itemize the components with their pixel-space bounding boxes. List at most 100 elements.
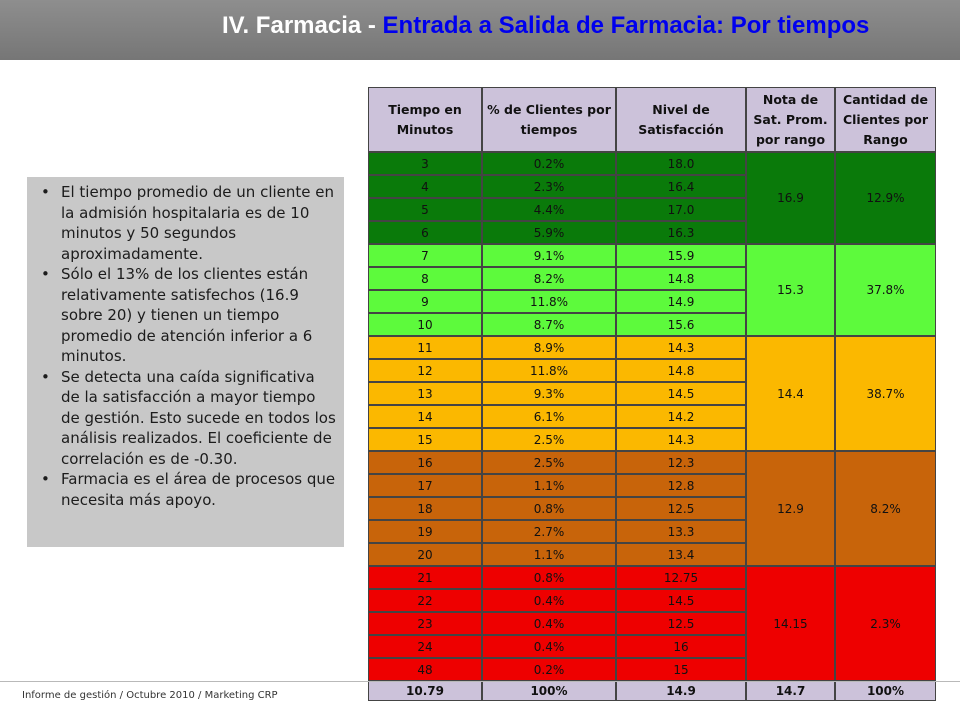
time-cell: 5 [368, 198, 482, 221]
client-share-cell: 1.1% [482, 543, 616, 566]
time-cell: 23 [368, 612, 482, 635]
satisfaction-cell: 14.2 [616, 405, 746, 428]
range-share-cell: 2.3% [835, 566, 936, 681]
client-share-cell: 8.2% [482, 267, 616, 290]
satisfaction-cell: 14.8 [616, 267, 746, 290]
time-cell: 11 [368, 336, 482, 359]
time-cell: 7 [368, 244, 482, 267]
satisfaction-cell: 16.3 [616, 221, 746, 244]
client-share-cell: 2.7% [482, 520, 616, 543]
total-avg-score: 14.7 [746, 681, 835, 701]
satisfaction-cell: 18.0 [616, 152, 746, 175]
time-cell: 17 [368, 474, 482, 497]
satisfaction-cell: 14.8 [616, 359, 746, 382]
table-row: 9 11.8% 14.9 [368, 290, 936, 313]
note-item: Farmacia es el área de procesos que nece… [35, 469, 336, 510]
range-share-cell: 8.2% [835, 451, 936, 566]
range-share-cell: 38.7% [835, 336, 936, 451]
client-share-cell: 11.8% [482, 359, 616, 382]
note-item: Se detecta una caída significativa de la… [35, 367, 336, 470]
time-cell: 18 [368, 497, 482, 520]
client-share-cell: 0.4% [482, 612, 616, 635]
time-cell: 15 [368, 428, 482, 451]
client-share-cell: 1.1% [482, 474, 616, 497]
table-row: 22 0.4% 14.5 [368, 589, 936, 612]
table-row: 18 0.8% 12.5 [368, 497, 936, 520]
total-range-share: 100% [835, 681, 936, 701]
time-cell: 13 [368, 382, 482, 405]
table-body: 3 0.2% 18.0 16.9 12.9% 4 2.3% 16.4 5 4.4% 17.0 6 5.9… [368, 152, 936, 681]
slide-title: IV. Farmacia - Entrada a Salida de Farma… [222, 12, 952, 40]
range-share-cell: 37.8% [835, 244, 936, 336]
title-bar: IV. Farmacia - Entrada a Salida de Farma… [0, 0, 960, 60]
header-avg-score: Nota de Sat. Prom. por rango [746, 87, 835, 152]
client-share-cell: 2.5% [482, 451, 616, 474]
range-avg-score-cell: 14.15 [746, 566, 835, 681]
client-share-cell: 2.3% [482, 175, 616, 198]
time-satisfaction-table: Tiempo en Minutos % de Clientes por tiem… [368, 87, 936, 701]
time-cell: 19 [368, 520, 482, 543]
satisfaction-cell: 12.5 [616, 497, 746, 520]
table-row: 24 0.4% 16 [368, 635, 936, 658]
satisfaction-cell: 12.5 [616, 612, 746, 635]
table-row: 21 0.8% 12.75 14.15 2.3% [368, 566, 936, 681]
client-share-cell: 2.5% [482, 428, 616, 451]
client-share-cell: 0.2% [482, 658, 616, 681]
range-avg-score-cell: 16.9 [746, 152, 835, 244]
satisfaction-cell: 14.3 [616, 428, 746, 451]
satisfaction-cell: 13.3 [616, 520, 746, 543]
satisfaction-cell: 15 [616, 658, 746, 681]
note-item: El tiempo promedio de un cliente en la a… [35, 182, 336, 264]
table-row: 5 4.4% 17.0 [368, 198, 936, 221]
client-share-cell: 9.1% [482, 244, 616, 267]
table-row: 17 1.1% 12.8 [368, 474, 936, 497]
notes-list: El tiempo promedio de un cliente en la a… [35, 182, 336, 510]
satisfaction-cell: 14.5 [616, 589, 746, 612]
client-share-cell: 0.8% [482, 497, 616, 520]
client-share-cell: 0.4% [482, 635, 616, 658]
time-cell: 14 [368, 405, 482, 428]
table-row: 12 11.8% 14.8 [368, 359, 936, 382]
table-row: 15 2.5% 14.3 [368, 428, 936, 451]
table-header-row: Tiempo en Minutos % de Clientes por tiem… [368, 87, 936, 152]
table-row: 48 0.2% 15 [368, 658, 936, 681]
client-share-cell: 0.2% [482, 152, 616, 175]
header-client-share: % de Clientes por tiempos [482, 87, 616, 152]
table-row: 23 0.4% 12.5 [368, 612, 936, 635]
satisfaction-cell: 14.3 [616, 336, 746, 359]
table-row: 6 5.9% 16.3 [368, 221, 936, 244]
totals-row: 10.79 100% 14.9 14.7 100% [368, 681, 936, 701]
footer-text: Informe de gestión / Octubre 2010 / Mark… [22, 690, 278, 701]
client-share-cell: 0.8% [482, 566, 616, 589]
table-row: 3 0.2% 18.0 16.9 12.9% [368, 152, 936, 244]
title-accent: Entrada a Salida de Farmacia: Por tiempo… [382, 12, 870, 39]
time-cell: 3 [368, 152, 482, 175]
range-avg-score-cell: 12.9 [746, 451, 835, 566]
time-cell: 48 [368, 658, 482, 681]
table-row: 20 1.1% 13.4 [368, 543, 936, 566]
header-satisfaction: Nivel de Satisfacción [616, 87, 746, 152]
title-prefix: IV. Farmacia - [222, 12, 383, 39]
time-cell: 20 [368, 543, 482, 566]
total-satisfaction: 14.9 [616, 681, 746, 701]
satisfaction-cell: 15.6 [616, 313, 746, 336]
header-range-share: Cantidad de Clientes por Rango [835, 87, 936, 152]
client-share-cell: 11.8% [482, 290, 616, 313]
table-row: 8 8.2% 14.8 [368, 267, 936, 290]
time-cell: 6 [368, 221, 482, 244]
satisfaction-cell: 12.8 [616, 474, 746, 497]
table-row: 19 2.7% 13.3 [368, 520, 936, 543]
range-avg-score-cell: 14.4 [746, 336, 835, 451]
client-share-cell: 6.1% [482, 405, 616, 428]
satisfaction-cell: 14.9 [616, 290, 746, 313]
table-row: 10 8.7% 15.6 [368, 313, 936, 336]
notes-box: El tiempo promedio de un cliente en la a… [27, 177, 344, 547]
client-share-cell: 4.4% [482, 198, 616, 221]
range-avg-score-cell: 15.3 [746, 244, 835, 336]
time-cell: 9 [368, 290, 482, 313]
client-share-cell: 5.9% [482, 221, 616, 244]
total-time: 10.79 [368, 681, 482, 701]
header-time: Tiempo en Minutos [368, 87, 482, 152]
satisfaction-cell: 17.0 [616, 198, 746, 221]
time-cell: 8 [368, 267, 482, 290]
